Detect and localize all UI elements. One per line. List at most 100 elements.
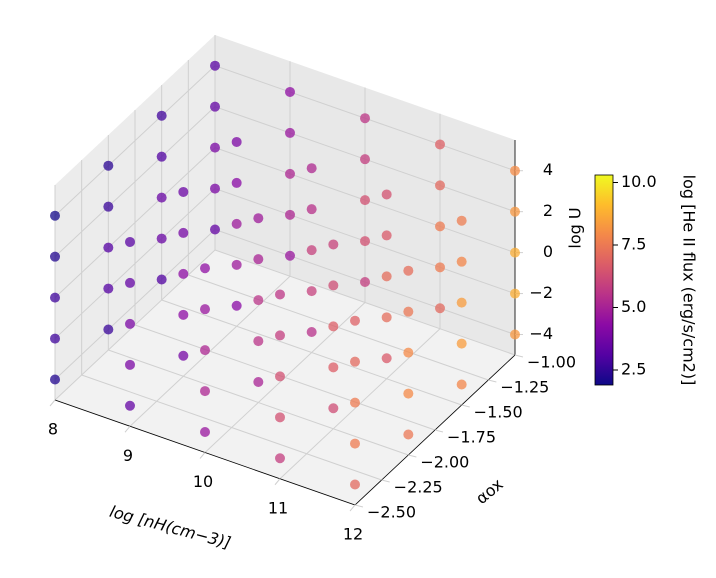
point	[403, 388, 414, 399]
point	[50, 251, 60, 262]
point	[381, 312, 392, 323]
point	[275, 453, 285, 464]
z-tick-label: 0	[543, 242, 553, 261]
point	[306, 163, 317, 174]
grid-line	[108, 349, 409, 456]
tick-mark	[514, 354, 524, 358]
point	[456, 215, 467, 226]
point	[285, 250, 295, 261]
point	[381, 189, 392, 200]
point	[350, 356, 360, 367]
point	[306, 327, 317, 338]
point	[156, 274, 167, 285]
point	[510, 288, 520, 299]
point	[435, 303, 445, 314]
point	[360, 277, 370, 288]
point	[178, 309, 189, 320]
point	[510, 329, 520, 340]
point	[275, 371, 285, 382]
point	[178, 268, 189, 279]
tick-mark	[434, 429, 444, 433]
point	[456, 297, 467, 308]
z-tick-label: 4	[543, 160, 553, 179]
tick-mark	[199, 452, 206, 459]
grid-line	[54, 229, 216, 380]
point	[328, 280, 339, 291]
y-tick-label: −1.50	[474, 403, 523, 422]
y-tick-label: −2.50	[367, 503, 416, 522]
x-axis-label: log [nH(cm−3)]	[108, 502, 233, 553]
colorbar-tick-label: 10.0	[621, 172, 657, 191]
x-tick-label: 11	[268, 498, 288, 517]
point	[231, 177, 242, 188]
grid-line	[54, 147, 216, 298]
point	[350, 397, 360, 408]
tick-mark	[381, 479, 390, 483]
x-tick-label: 8	[48, 420, 58, 439]
y-tick-label: −1.00	[527, 353, 576, 372]
point	[456, 338, 467, 349]
grid-line	[188, 274, 489, 381]
point	[231, 259, 242, 270]
grid-line	[81, 374, 382, 481]
point	[200, 345, 210, 356]
colorbar-tick-label: 7.5	[621, 235, 646, 254]
point	[200, 263, 210, 274]
point	[50, 210, 60, 221]
point	[285, 168, 295, 179]
point	[360, 113, 370, 124]
grid-line	[54, 188, 216, 339]
point	[50, 292, 60, 303]
point	[178, 186, 189, 197]
point	[403, 265, 414, 276]
point	[456, 379, 467, 390]
point	[403, 429, 414, 440]
tick-mark	[49, 399, 56, 407]
y-tick-label: −1.75	[447, 428, 496, 447]
point	[210, 183, 220, 194]
point	[275, 330, 285, 341]
point	[156, 192, 167, 203]
point	[103, 283, 114, 294]
z-tick-label: −2	[529, 283, 553, 302]
y-tick-label: −1.25	[500, 378, 549, 397]
point	[381, 230, 392, 241]
point	[125, 318, 135, 329]
y-axis-label: αox	[472, 475, 507, 508]
point	[253, 295, 264, 306]
grid-line	[161, 299, 462, 406]
point	[328, 321, 339, 332]
point	[253, 254, 264, 265]
point	[200, 427, 210, 438]
point	[50, 374, 60, 385]
colorbar-tick-label: 5.0	[621, 297, 646, 316]
z-tick-label: 2	[543, 201, 553, 220]
y-tick-label: −2.00	[420, 453, 469, 472]
z-tick-label: −4	[529, 324, 553, 343]
point	[156, 151, 167, 162]
point	[285, 127, 295, 138]
point	[275, 412, 285, 423]
colorbar-label: log [He II flux (erg/s/cm2)]	[680, 175, 699, 386]
point	[103, 324, 114, 335]
z-axis-label: log U	[566, 207, 585, 248]
point	[285, 86, 295, 97]
point	[125, 400, 135, 411]
point	[360, 195, 370, 206]
point	[360, 236, 370, 247]
tick-mark	[408, 454, 417, 458]
point	[403, 347, 414, 358]
point	[306, 204, 317, 215]
point	[156, 110, 167, 121]
point	[253, 213, 264, 224]
tick-mark	[488, 379, 497, 383]
tick-mark	[349, 504, 356, 512]
point	[435, 262, 445, 273]
point	[125, 359, 135, 370]
point	[403, 306, 414, 317]
point	[285, 209, 295, 220]
x-tick-label: 10	[193, 472, 213, 491]
point	[435, 139, 445, 150]
point	[103, 242, 114, 253]
point	[210, 142, 220, 153]
